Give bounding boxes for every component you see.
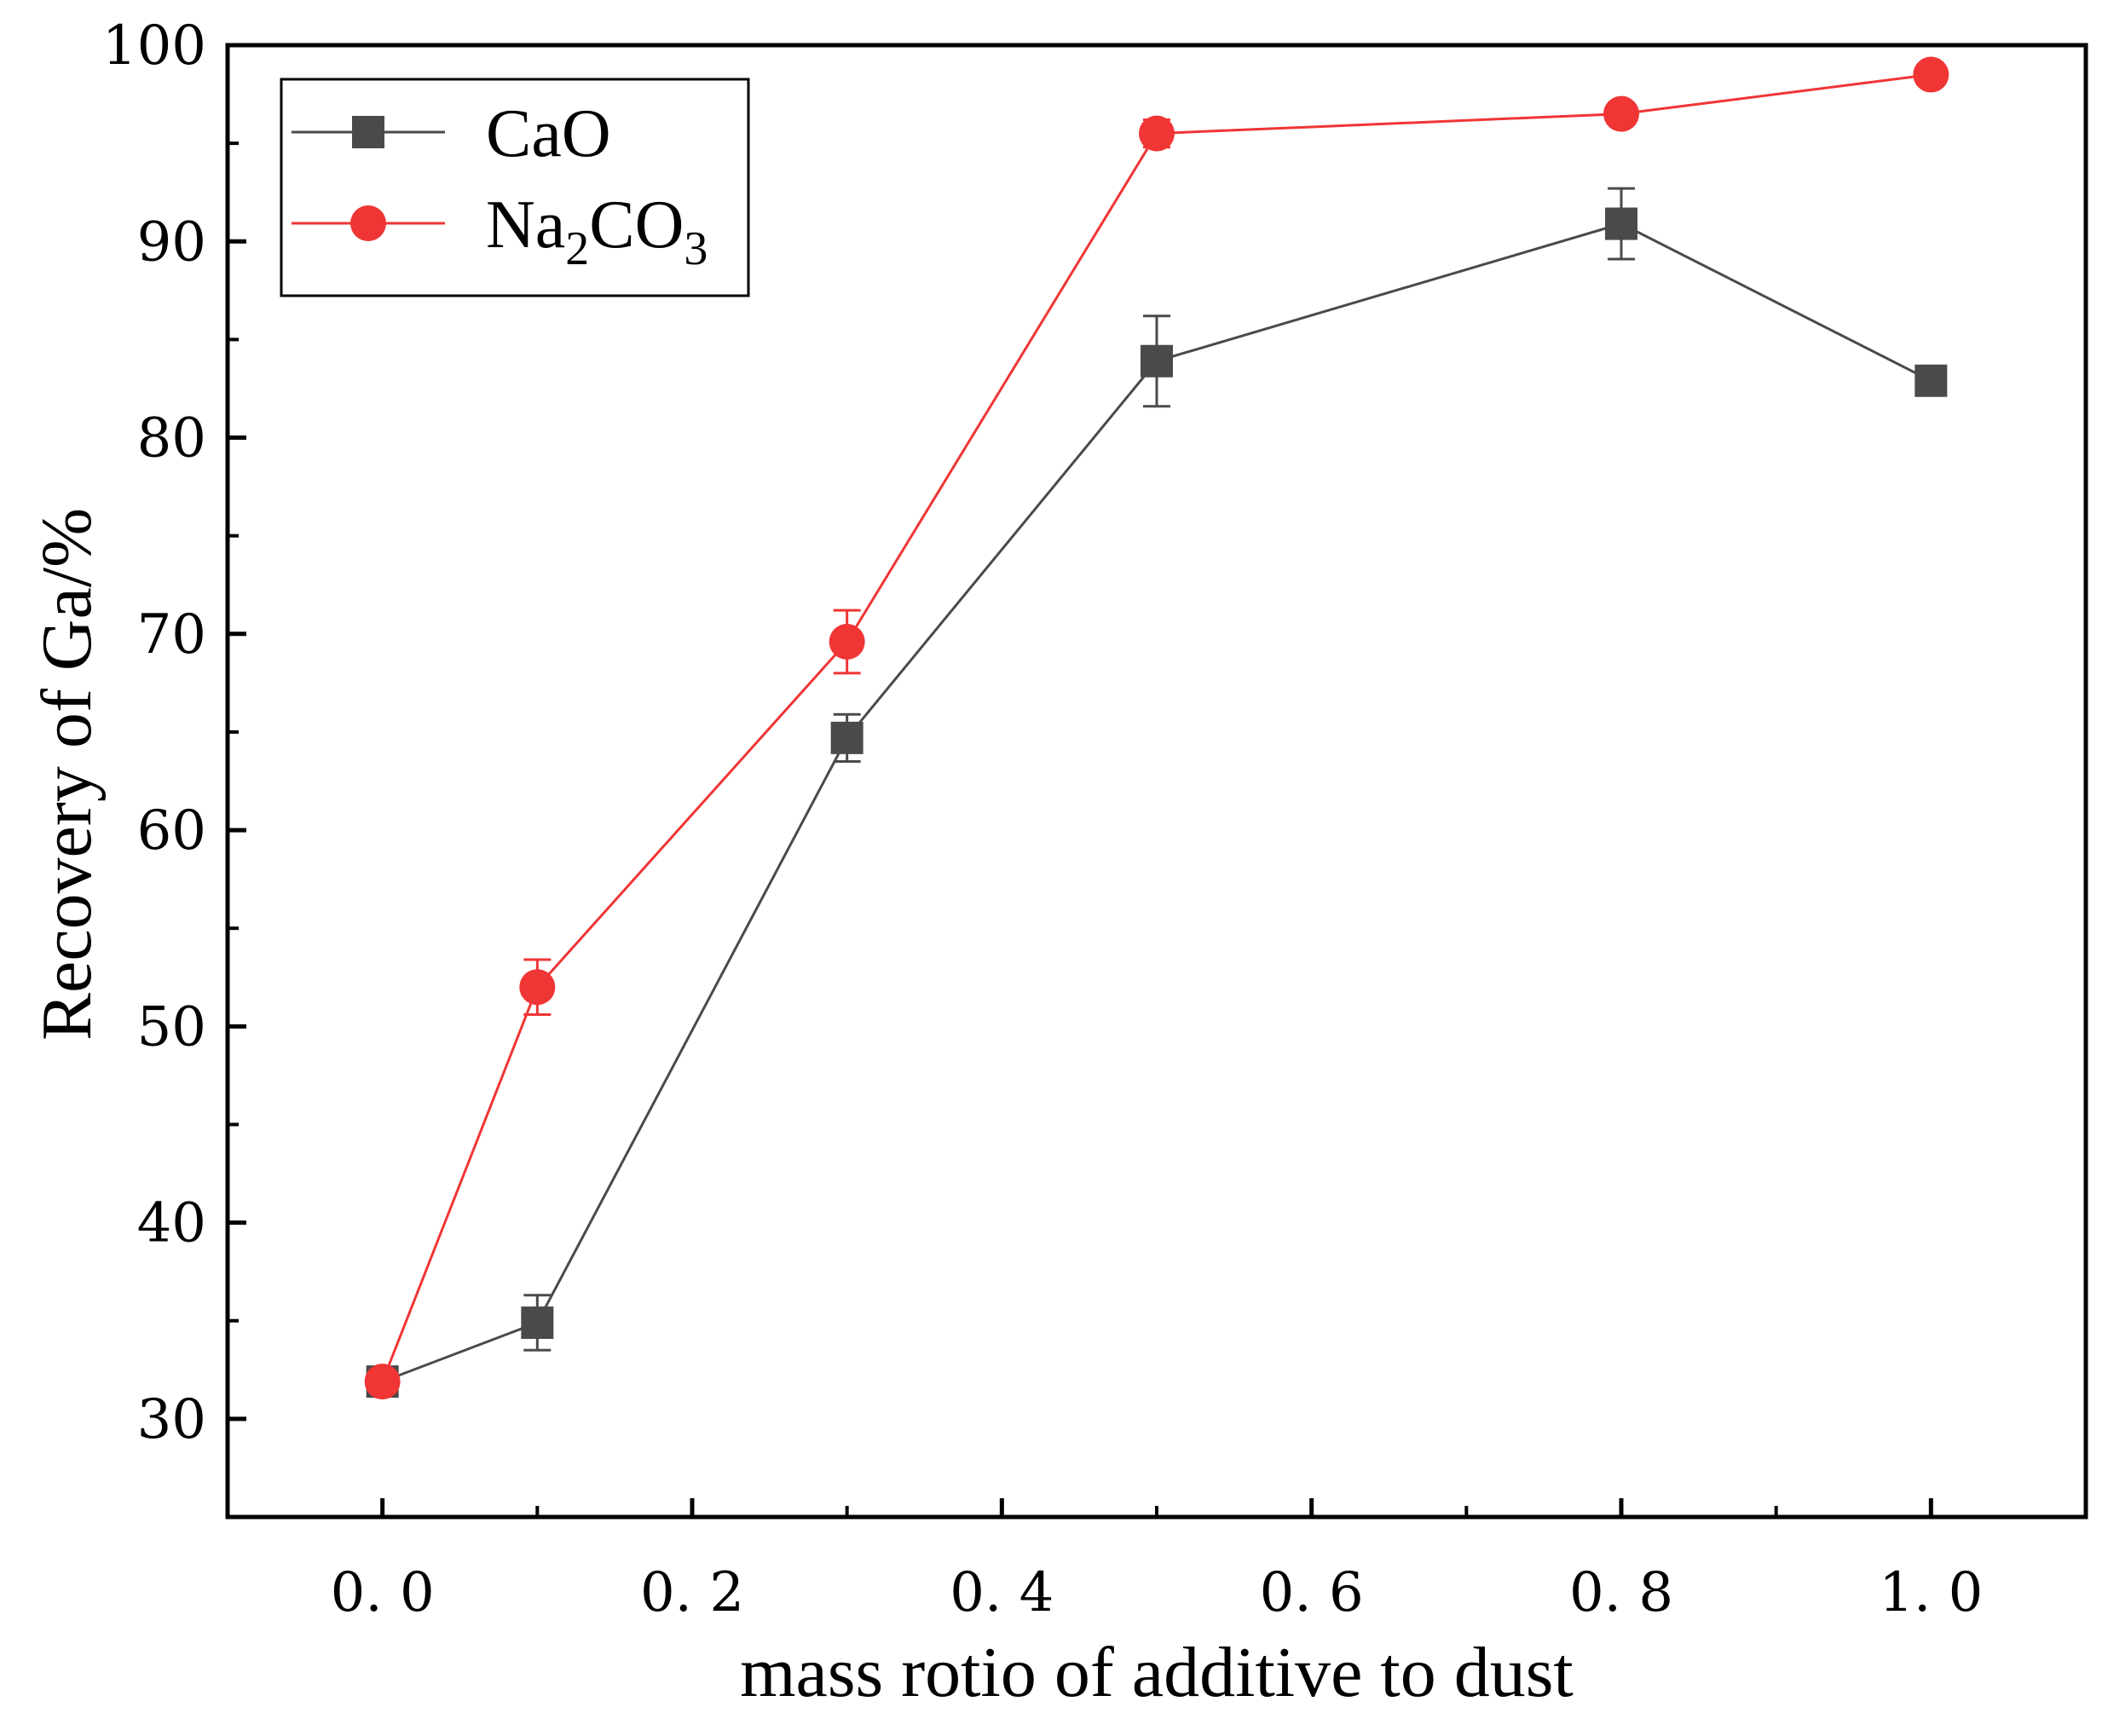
legend-label-subscript: 3 [684, 222, 707, 275]
series-line [381, 73, 1932, 1382]
legend-label-middle: CO [589, 187, 684, 262]
x-tick-label: 0. 0 [331, 1561, 435, 1624]
legend-entry-na2co3: Na2CO3 [292, 187, 707, 275]
y-tick-label: 30 [137, 1388, 206, 1451]
legend-marker-circle [350, 205, 386, 241]
y-tick-label: 40 [137, 1192, 206, 1255]
x-tick-label: 0. 8 [1569, 1561, 1673, 1624]
legend-marker-square [352, 116, 384, 148]
data-point-square [521, 1306, 554, 1340]
y-tick-label: 70 [137, 603, 206, 666]
x-tick-label: 0. 2 [640, 1561, 744, 1624]
data-point-square [830, 721, 863, 754]
y-tick-label: 90 [137, 211, 206, 274]
legend-box [280, 78, 750, 297]
x-tick-label: 0. 6 [1260, 1561, 1364, 1624]
legend-label-subscript: 2 [565, 222, 589, 275]
legend-entry-cao: CaO [292, 96, 611, 171]
series-cao [366, 187, 1948, 1399]
legend-label-main: CaO [486, 96, 611, 171]
y-tick-label: 100 [102, 14, 206, 78]
data-point-circle [829, 624, 865, 660]
legend-label-cao: CaO [486, 96, 611, 171]
x-tick-label: 1. 0 [1879, 1561, 1983, 1624]
series-layer [364, 56, 1949, 1400]
y-tick-label: 50 [137, 995, 206, 1058]
data-point-circle [1139, 115, 1175, 152]
data-point-square [1915, 364, 1948, 397]
data-point-square [1141, 344, 1173, 378]
y-tick-label: 60 [137, 799, 206, 862]
legend: CaO Na2CO3 [280, 78, 750, 297]
series-na2co3 [364, 56, 1949, 1400]
axes-layer: 0. 0 0. 2 0. 4 0. 6 0. 8 1. 0 30 40 50 60 70 80 90 10… [102, 14, 1984, 1624]
y-tick-label: 80 [137, 407, 206, 470]
legend-label-na2co3: Na2CO3 [486, 187, 707, 275]
series-line [382, 222, 1932, 1383]
data-point-square [1605, 207, 1637, 240]
legend-label-main: Na [486, 187, 565, 262]
data-point-circle [1913, 56, 1949, 93]
data-point-circle [519, 969, 556, 1006]
data-point-circle [1603, 95, 1639, 132]
x-tick-label: 0. 4 [950, 1561, 1054, 1624]
y-axis-title: Recovery of Ga/% [27, 508, 107, 1041]
data-point-circle [364, 1364, 401, 1400]
x-axis-title: mass rotio of additive to dust [740, 1633, 1574, 1712]
